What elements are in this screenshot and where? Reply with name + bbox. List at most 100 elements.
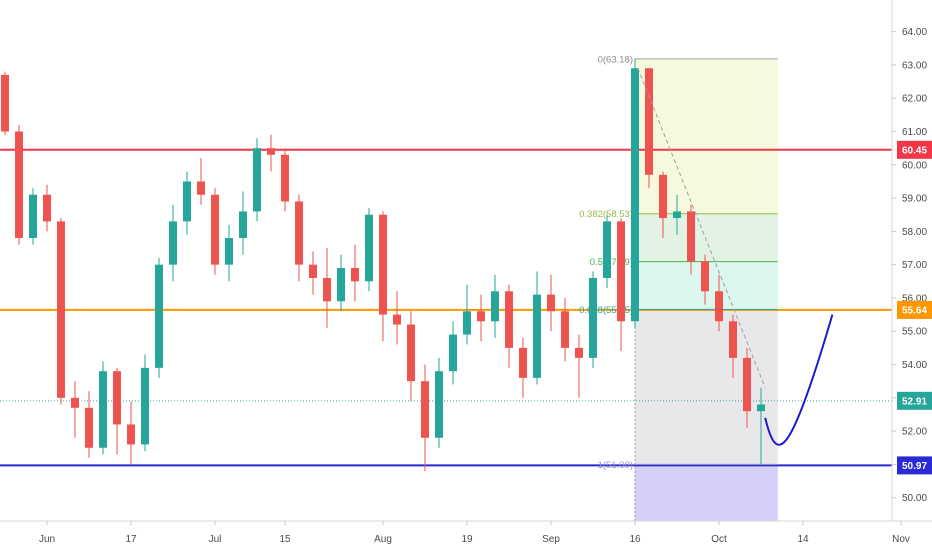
candle-body — [43, 194, 51, 222]
candle-body — [85, 407, 93, 448]
time-tick-label: Jul — [209, 534, 222, 545]
candle-body — [631, 68, 639, 322]
candle-body — [575, 347, 583, 358]
time-axis[interactable]: Jun 17 Jul 15 Aug 19 Sep 16 Oct 14 Nov — [39, 521, 910, 545]
fib-zone-0 — [635, 58, 778, 214]
price-badge-label-0: 60.45 — [902, 145, 927, 156]
price-tick-label: 58.00 — [902, 227, 927, 238]
candle-body — [505, 291, 513, 348]
time-tick-label: Jun — [39, 534, 55, 545]
fib-zone-4 — [635, 464, 778, 521]
time-tick-label: 15 — [279, 534, 291, 545]
price-tick-label: 59.00 — [902, 194, 927, 205]
time-tick-label: 19 — [461, 534, 473, 545]
time-tick-label: Oct — [711, 534, 727, 545]
candle-body — [449, 334, 457, 372]
candle-body — [589, 277, 597, 358]
candle-body — [701, 261, 709, 292]
candle-body — [113, 371, 121, 425]
candle-body — [729, 321, 737, 358]
candle-body — [407, 324, 415, 382]
candle-body — [673, 211, 681, 219]
price-tick-label: 63.00 — [902, 60, 927, 71]
fib-label-2: 0.5(57.09) — [590, 257, 633, 268]
price-badge-label-1: 55.64 — [902, 305, 927, 316]
candle-body — [379, 214, 387, 315]
candle-body — [183, 181, 191, 222]
candle-body — [463, 311, 471, 335]
time-tick-label: Sep — [542, 534, 560, 545]
fibonacci-zones — [635, 58, 778, 521]
candle-body — [715, 291, 723, 322]
price-badge-3 — [897, 391, 932, 410]
candle-body — [267, 148, 275, 155]
price-tick-label: 57.00 — [902, 260, 927, 271]
time-tick-label: 17 — [125, 534, 137, 545]
candle-body — [337, 267, 345, 302]
time-tick-label: 16 — [629, 534, 641, 545]
candle-body — [253, 148, 261, 212]
time-axis-background[interactable] — [0, 521, 932, 550]
price-tick-label: 60.00 — [902, 160, 927, 171]
fib-label-0: 0(63.18) — [598, 54, 633, 65]
candle-body — [687, 211, 695, 262]
candle-body — [757, 404, 765, 412]
fib-zone-1 — [635, 213, 778, 262]
candle-body — [1, 74, 9, 132]
candle-body — [239, 211, 247, 239]
fib-label-4: 1(51.00) — [598, 460, 633, 471]
price-badge-label-2: 50.97 — [902, 461, 927, 472]
drawing-overlays — [637, 68, 834, 446]
candlesticks — [1, 58, 765, 472]
fib-zone-3 — [635, 309, 778, 465]
candle-body — [421, 381, 429, 438]
candle-body — [393, 314, 401, 325]
candle-body — [225, 238, 233, 265]
price-tick-label: 56.00 — [902, 293, 927, 304]
candle-body — [197, 181, 205, 195]
candle-body — [659, 174, 667, 219]
price-tick-label: 55.00 — [902, 327, 927, 338]
candle-body — [617, 221, 625, 322]
candle-body — [547, 294, 555, 312]
price-badge-label-3: 52.91 — [902, 396, 927, 407]
price-tick-label: 62.00 — [902, 94, 927, 105]
candle-body — [169, 221, 177, 265]
price-badge-2 — [897, 456, 932, 475]
price-badge-0 — [897, 140, 932, 159]
time-tick-label: Nov — [892, 534, 910, 545]
candle-body — [533, 294, 541, 378]
candle-body — [99, 371, 107, 448]
price-tick-label: 61.00 — [902, 127, 927, 138]
candle-body — [155, 264, 163, 368]
candle-body — [281, 154, 289, 202]
price-tick-label: 50.00 — [902, 493, 927, 504]
candle-body — [211, 194, 219, 265]
price-badge-1 — [897, 300, 932, 319]
candle-body — [435, 371, 443, 438]
candle-body — [351, 267, 359, 282]
projection-curve — [764, 314, 834, 446]
candle-body — [15, 131, 23, 239]
price-badges: 60.45 55.64 50.97 52.91 — [897, 140, 932, 475]
price-axis-background[interactable] — [892, 0, 932, 521]
candle-body — [365, 214, 373, 282]
candle-body — [491, 291, 499, 322]
candle-body — [519, 347, 527, 378]
fib-label-1: 0.382(58.53) — [579, 209, 633, 220]
candle-body — [309, 264, 317, 278]
time-tick-label: Aug — [374, 534, 392, 545]
candle-body — [57, 221, 65, 398]
price-tick-label: 54.00 — [902, 360, 927, 371]
candle-body — [71, 397, 79, 408]
candle-body — [141, 367, 149, 445]
candle-body — [561, 311, 569, 348]
price-tick-label: 52.00 — [902, 427, 927, 438]
trend-line — [637, 68, 766, 389]
candle-body — [645, 68, 653, 175]
fib-label-3: 0.618(55.65) — [579, 305, 633, 316]
price-tick-label: 64.00 — [902, 27, 927, 38]
candle-body — [295, 201, 303, 265]
candle-body — [477, 311, 485, 322]
